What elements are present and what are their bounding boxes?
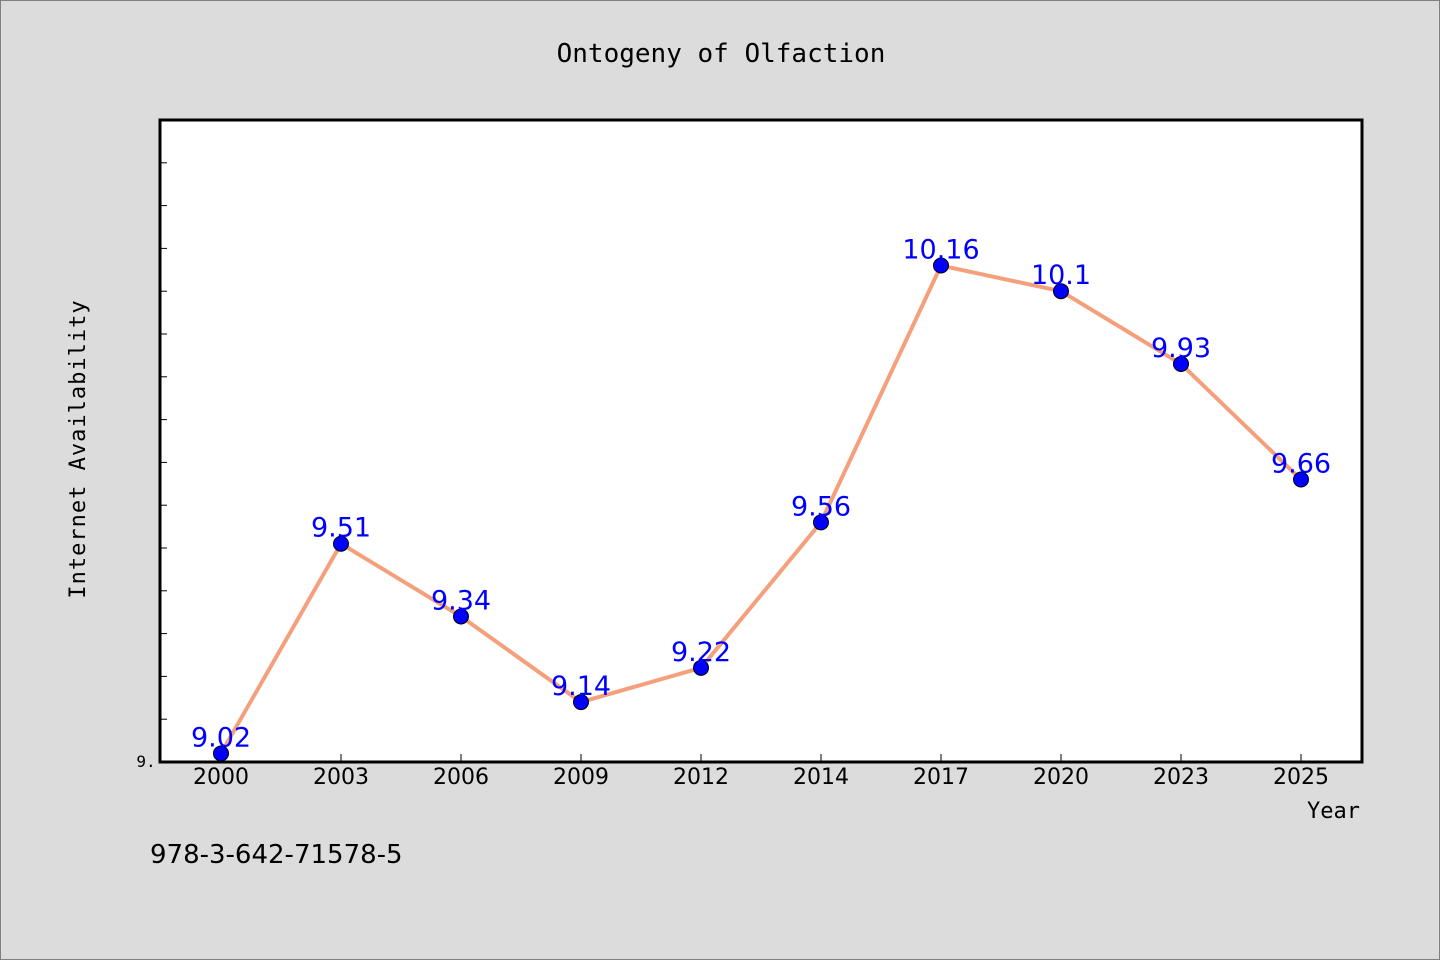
x-tick-label: 2014 — [793, 765, 849, 790]
data-point — [693, 659, 709, 676]
isbn-text: 978-3-642-71578-5 — [150, 840, 403, 870]
x-tick-label: 2017 — [913, 765, 969, 790]
x-axis-ticks: 2000 2003 2006 2009 2012 2014 2017 2020 2023 2025 — [193, 754, 1329, 790]
y-axis-ticks — [160, 162, 167, 720]
data-point — [453, 608, 469, 625]
data-label: 9.56 — [791, 491, 851, 522]
data-point — [933, 257, 949, 274]
plot-area — [158, 118, 1364, 764]
data-label: 9.34 — [431, 585, 491, 616]
series-line — [219, 263, 1303, 755]
data-label: 10.1 — [1031, 260, 1091, 291]
data-point — [813, 514, 829, 531]
data-label: 9.02 — [191, 722, 251, 753]
x-tick-label: 2020 — [1033, 765, 1089, 790]
data-labels: 9.02 9.51 9.34 9.14 9.22 9.56 10.16 10.1 9.93 9.6… — [191, 235, 1331, 754]
data-label: 10.16 — [902, 235, 979, 266]
data-point — [573, 694, 589, 711]
data-point — [1173, 355, 1189, 372]
chart-title: Ontogeny of Olfaction — [557, 39, 886, 69]
data-label: 9.66 — [1271, 449, 1331, 480]
y-tick-label: 9. — [136, 752, 155, 771]
y-axis-label: Internet Availability — [66, 299, 91, 598]
data-point — [333, 535, 349, 552]
data-label: 9.22 — [671, 637, 731, 668]
x-tick-label: 2012 — [673, 765, 729, 790]
data-label: 9.14 — [551, 671, 611, 702]
data-point — [213, 745, 229, 762]
x-tick-label: 2003 — [313, 765, 369, 790]
x-tick-label: 2000 — [193, 765, 249, 790]
x-tick-label: 2009 — [553, 765, 609, 790]
x-tick-label: 2025 — [1273, 765, 1329, 790]
data-label: 9.51 — [311, 513, 371, 544]
series-markers — [213, 257, 1309, 762]
data-label: 9.93 — [1151, 333, 1211, 364]
x-axis-label: Year — [1307, 799, 1360, 824]
data-point — [1053, 283, 1069, 300]
x-tick-label: 2006 — [433, 765, 489, 790]
x-tick-label: 2023 — [1153, 765, 1209, 790]
data-point — [1293, 471, 1309, 488]
